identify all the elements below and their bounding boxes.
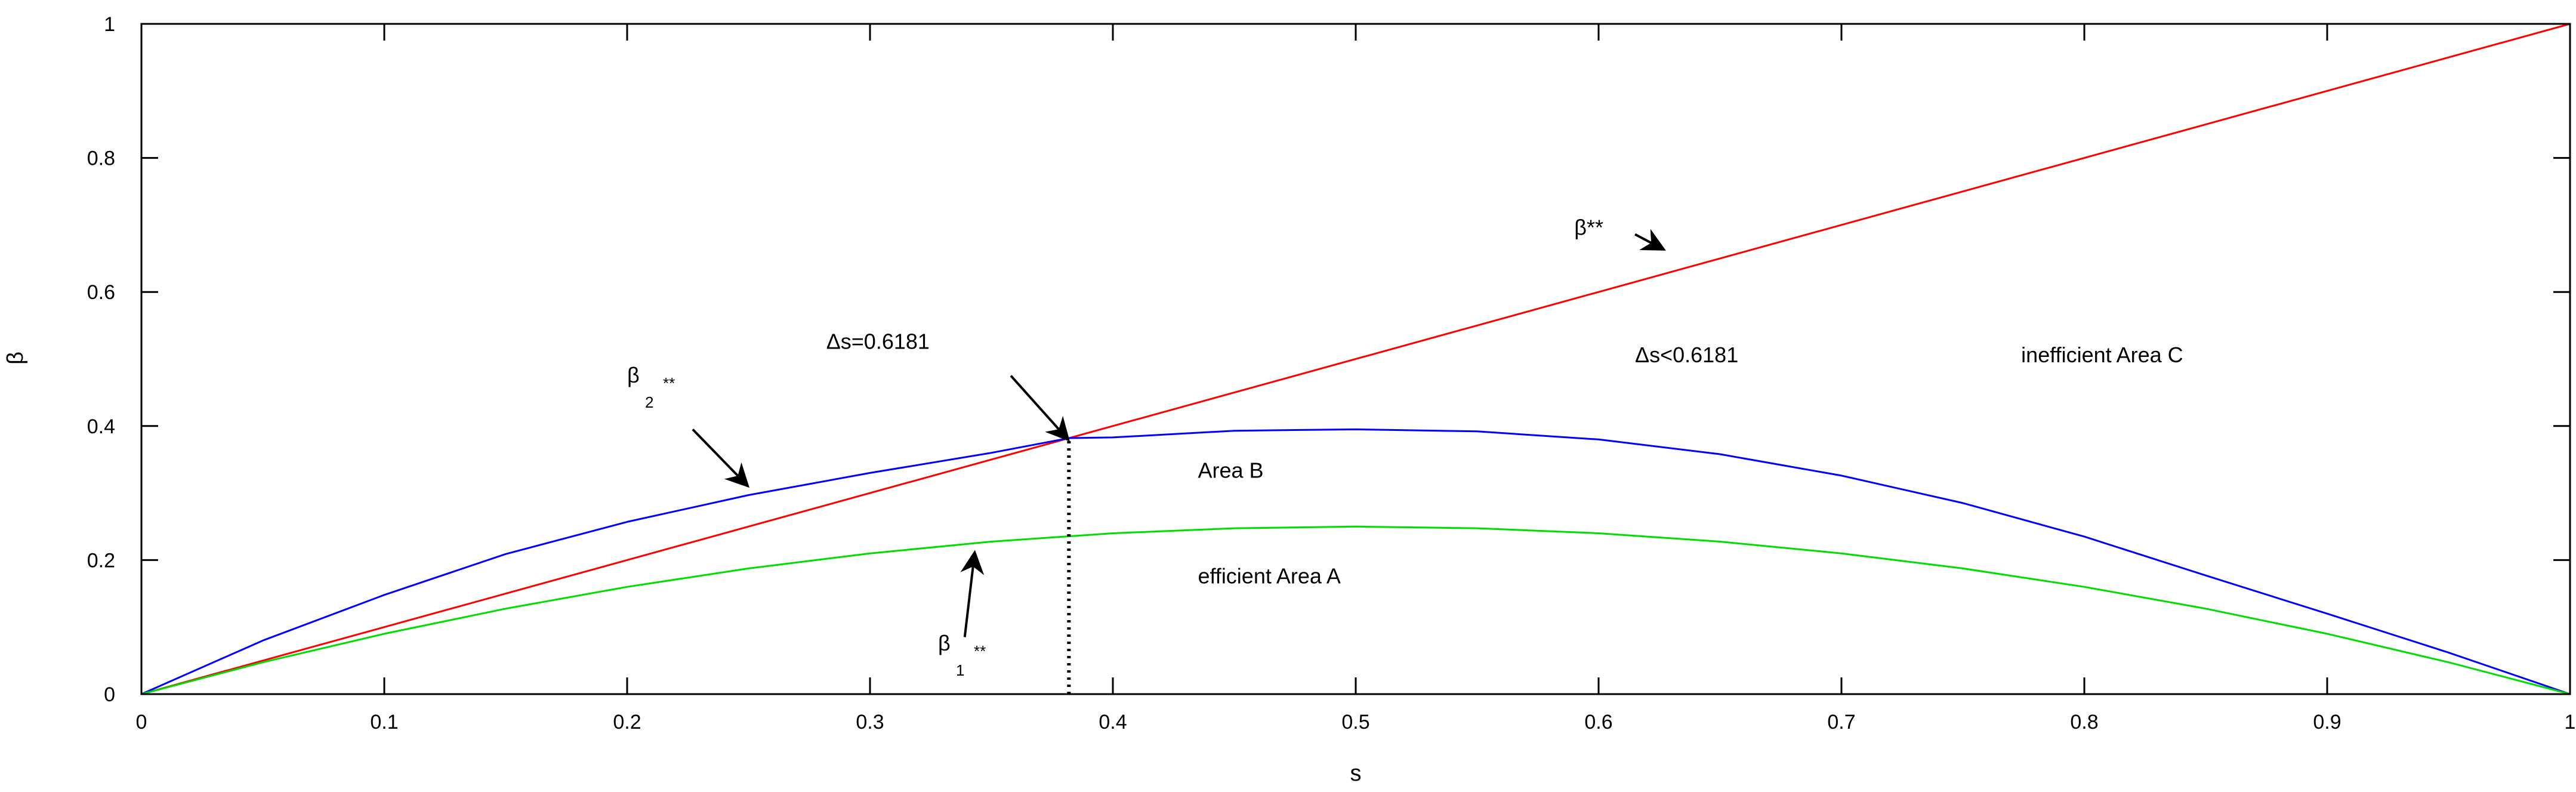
series-line-3 [141,525,2571,695]
x-tick-label: 0 [136,711,147,734]
annotation-efficient-a: efficient Area A [1198,564,1341,588]
y-axis-label: β [3,352,28,365]
y-tick-label: 0.8 [87,147,115,170]
arrow-delta-s [1010,375,1070,442]
annotation-inefficient-c: inefficient Area C [2021,343,2183,367]
annotation-beta-2: β2 ** [627,363,675,411]
x-tick-label: 0.7 [1827,711,1855,734]
tick-layer: 0 0.1 0.2 0.3 0.4 0.5 0.6 0.7 0.8 0.9 1 0 0.2 0.4 0.6 0… [87,13,2576,734]
x-tick-label: 0.1 [370,711,398,734]
y-tick-label: 0 [104,683,115,706]
x-tick-label: 0.6 [1584,711,1612,734]
x-tick-label: 0.5 [1341,711,1369,734]
annotation-beta-1-subscript: 1 [956,661,964,679]
annotation-beta-2-symbol: β [627,363,640,387]
annotation-beta-star: β** [1574,215,1603,240]
x-tick-label: 0.9 [2313,711,2341,734]
y-tick-label: 1 [104,13,115,36]
series-line-2 [141,428,2571,695]
annotation-area-b: Area B [1198,458,1263,482]
y-tick-label: 0.6 [87,281,115,304]
annotation-beta-2-superscript: ** [663,374,675,392]
x-axis-label: s [1350,761,1362,786]
y-tick-label: 0.2 [87,549,115,572]
series-layer [141,23,2571,695]
series-line-1 [141,23,2571,695]
annotation-beta-2-subscript: 2 [645,393,653,411]
annotation-delta-s-lt: Δs<0.6181 [1635,343,1738,367]
annotation-delta-s-eq: Δs=0.6181 [826,329,930,354]
arrow-beta-1 [960,550,985,637]
arrow-beta-2 [692,429,750,488]
x-tick-label: 1 [2565,711,2576,734]
x-tick-label: 0.3 [856,711,884,734]
y-tick-label: 0.4 [87,415,115,438]
annotation-beta-1: β1 ** [938,631,986,679]
x-tick-label: 0.2 [613,711,641,734]
annotation-beta-1-symbol: β [938,631,951,655]
arrow-beta-star [1634,229,1666,251]
x-tick-label: 0.4 [1099,711,1127,734]
annotation-beta-1-superscript: ** [974,642,986,660]
x-tick-label: 0.8 [2070,711,2098,734]
